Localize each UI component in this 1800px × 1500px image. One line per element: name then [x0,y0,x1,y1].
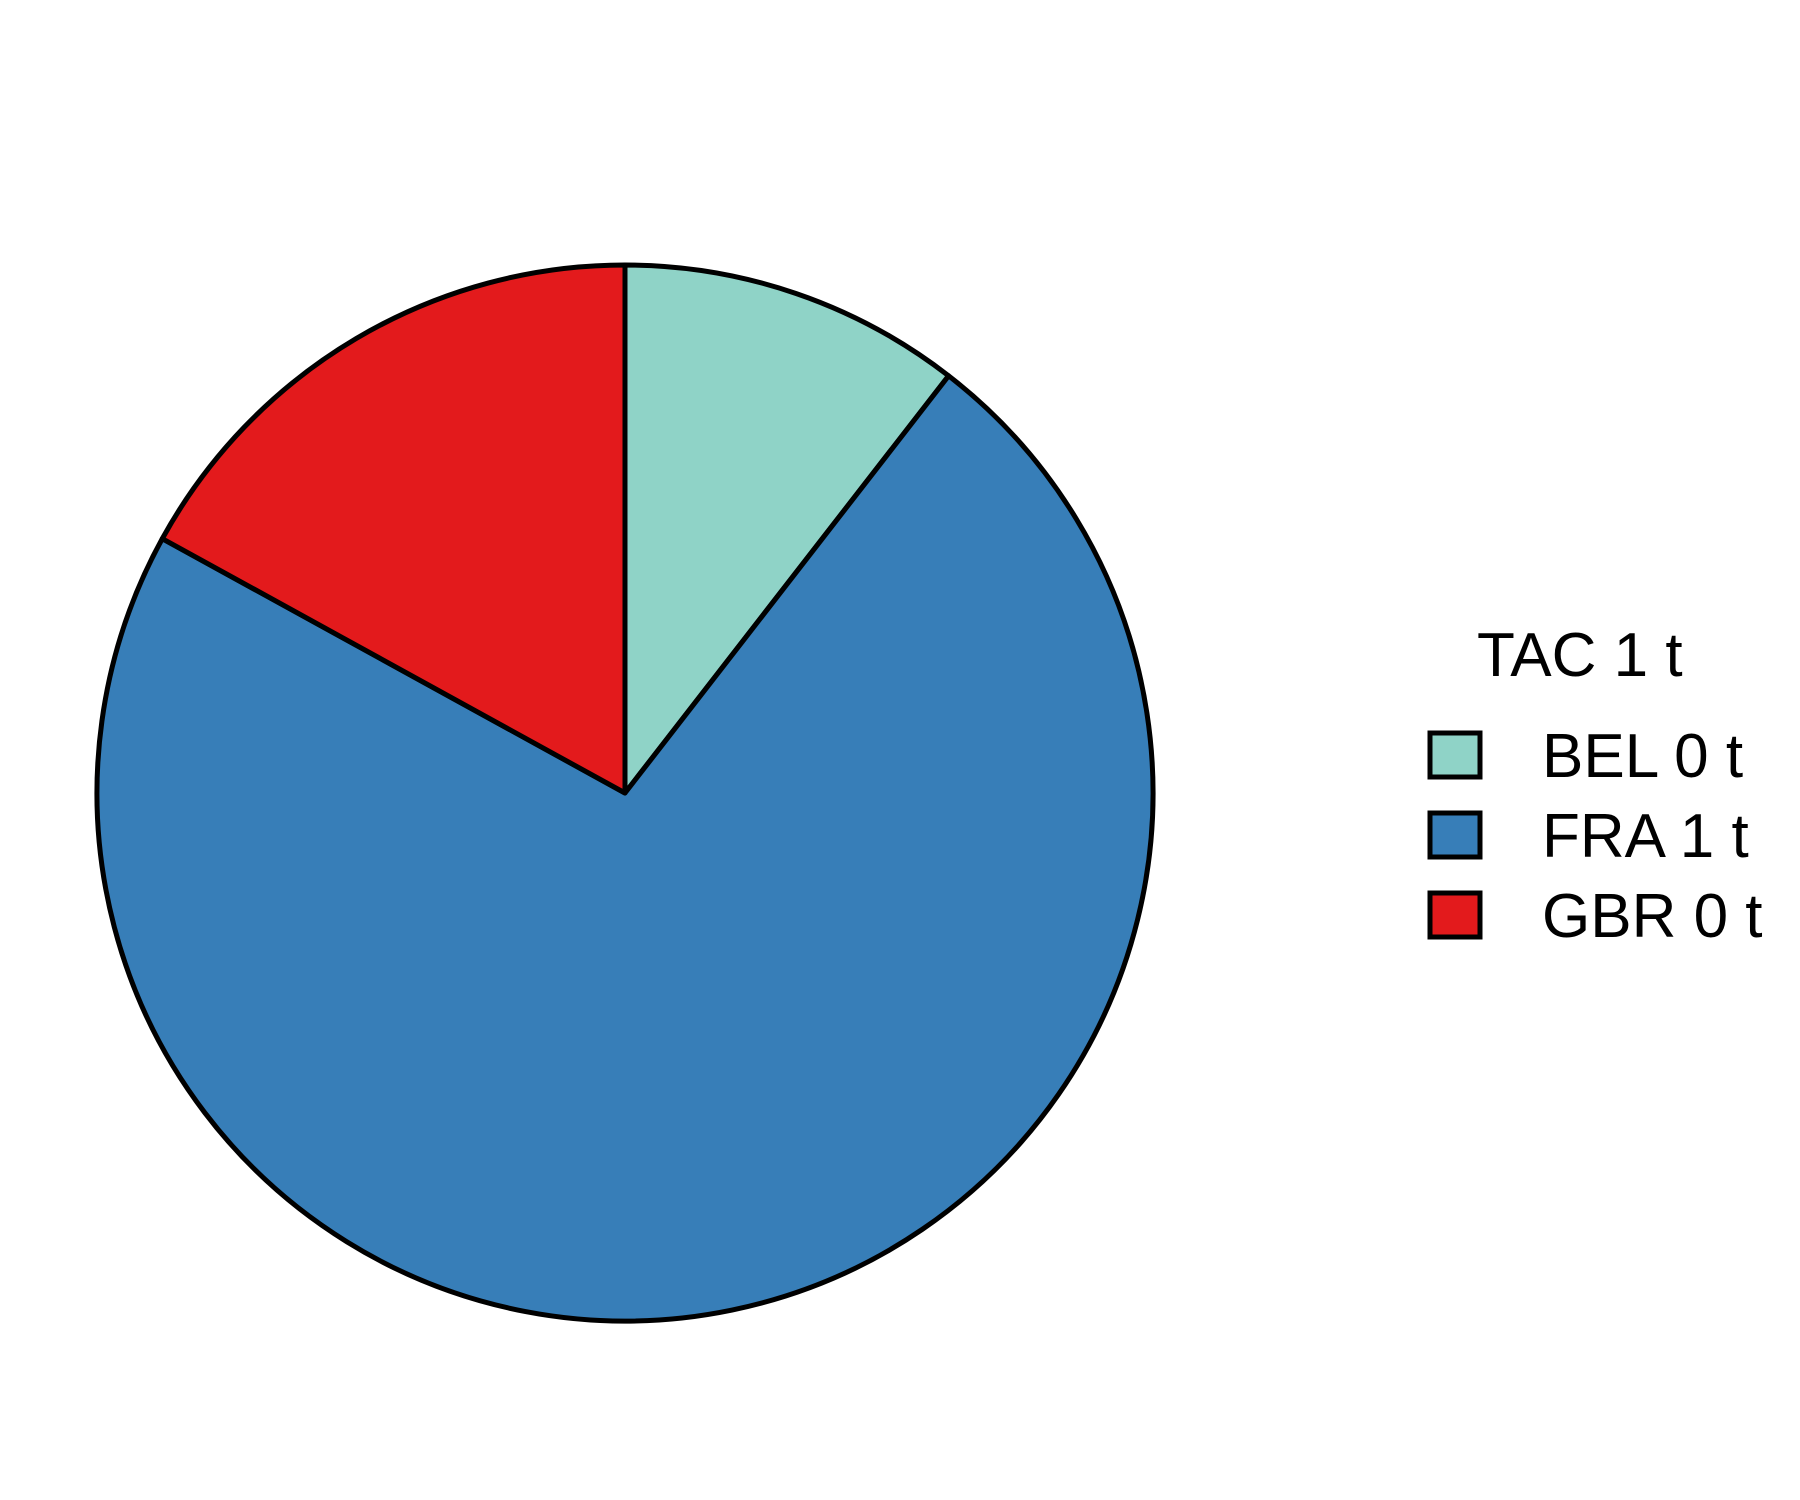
legend-key-bel [1427,730,1483,780]
legend-label-fra: FRA 1 t [1542,802,1749,871]
legend-items: BEL 0 t FRA 1 t GBR 0 t [1427,722,1763,951]
pie-slices [94,262,1156,1324]
legend: TAC 1 t BEL 0 t FRA 1 t GBR 0 t [1427,621,1763,951]
pie-slice-gbr [159,262,628,796]
legend-label-bel: BEL 0 t [1542,722,1743,791]
legend-key-fra [1427,810,1483,860]
pie-slice-fra [94,373,1156,1324]
legend-label-gbr: GBR 0 t [1542,882,1763,951]
pie-slice-bel [622,262,952,796]
legend-key-gbr [1427,890,1483,940]
legend-title: TAC 1 t [1477,621,1683,690]
